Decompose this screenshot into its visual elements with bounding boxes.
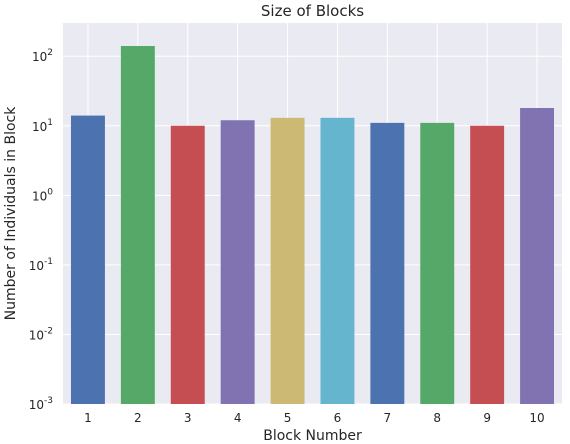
x-tick-label: 10 (529, 411, 544, 425)
chart-title: Size of Blocks (261, 2, 364, 20)
bar (370, 122, 405, 404)
x-tick-label: 7 (384, 411, 392, 425)
bar (270, 117, 305, 404)
bar (420, 122, 455, 404)
x-tick-label: 2 (134, 411, 142, 425)
y-axis-label: Number of Individuals in Block (3, 106, 19, 321)
x-tick-label: 5 (284, 411, 292, 425)
bar (170, 125, 205, 404)
bar (70, 115, 105, 404)
x-axis-label: Block Number (263, 428, 362, 444)
bars-group (70, 46, 555, 405)
bar (520, 107, 555, 404)
y-tick-label: 102 (32, 48, 53, 64)
x-tick-labels: 1 2 3 4 5 6 7 8 9 10 (84, 411, 545, 425)
y-tick-labels: 10-3 10-2 10-1 100 101 102 (29, 48, 54, 412)
bar (220, 120, 255, 405)
x-tick-label: 1 (84, 411, 92, 425)
y-tick-label: 10-1 (29, 257, 53, 273)
x-tick-label: 9 (483, 411, 491, 425)
y-tick-label: 100 (32, 187, 53, 203)
x-tick-label: 6 (334, 411, 342, 425)
bar (470, 125, 505, 404)
x-tick-label: 8 (433, 411, 441, 425)
bar (320, 117, 355, 404)
y-tick-label: 10-3 (29, 396, 53, 412)
x-tick-label: 4 (234, 411, 242, 425)
bar (120, 46, 155, 405)
y-tick-label: 101 (32, 118, 53, 134)
x-tick-label: 3 (184, 411, 192, 425)
y-tick-label: 10-2 (29, 326, 53, 342)
